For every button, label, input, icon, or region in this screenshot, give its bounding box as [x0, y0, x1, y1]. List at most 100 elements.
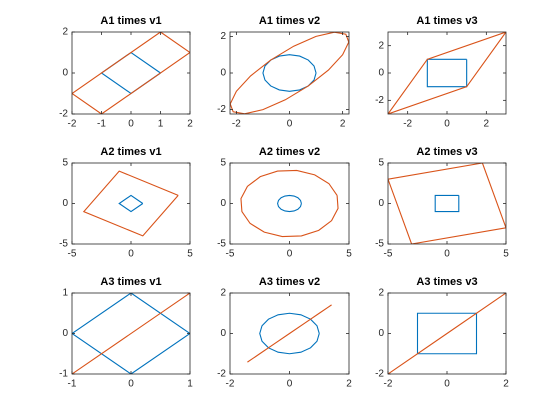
x-tick-label: 1 [158, 119, 164, 130]
x-tick-label: 0 [444, 379, 450, 390]
y-tick-label: 5 [220, 158, 226, 169]
plot-area [72, 163, 190, 244]
data-line [262, 54, 317, 92]
plot-area [230, 163, 349, 244]
data-line [388, 163, 506, 244]
x-tick-label: -5 [226, 249, 235, 260]
y-tick-label: 0 [220, 198, 226, 209]
plot-lines [82, 170, 179, 237]
x-tick-label: 0 [128, 119, 134, 130]
y-tick-label: 2 [62, 27, 68, 38]
plot-area [388, 163, 506, 244]
subplot-title: A2 times v1 [100, 146, 161, 158]
axes-box [387, 31, 507, 115]
subplot-title: A3 times v3 [416, 276, 477, 288]
y-tick-label: -5 [375, 239, 384, 250]
data-line [230, 32, 349, 114]
plot-area [388, 32, 506, 114]
x-tick-label: 0 [444, 119, 450, 130]
plot-lines [388, 163, 506, 244]
data-line [434, 194, 460, 213]
x-tick-label: -5 [68, 249, 77, 260]
x-tick-label: 5 [503, 249, 509, 260]
y-tick-label: -1 [59, 369, 68, 380]
x-tick-label: -1 [97, 119, 106, 130]
subplot-title: A1 times v2 [259, 15, 320, 27]
x-tick-label: 2 [503, 379, 509, 390]
y-tick-label: 2 [220, 288, 226, 299]
y-tick-label: 0 [378, 198, 384, 209]
data-line [388, 293, 506, 374]
subplot: A3 times v1 -1 0 1 -1 0 1 [59, 276, 193, 390]
y-tick-label: -2 [217, 104, 226, 115]
x-tick-label: 5 [187, 249, 193, 260]
axes-box [229, 292, 350, 375]
plot-lines [388, 32, 506, 114]
data-line [247, 304, 332, 363]
subplot: A1 times v2 -2 0 2 -2 0 2 [217, 15, 350, 130]
data-line [388, 32, 506, 114]
plot-lines [230, 32, 349, 114]
x-tick-label: 0 [444, 249, 450, 260]
subplot: A3 times v2 -2 0 2 -2 0 2 [217, 276, 352, 390]
data-line [426, 58, 468, 88]
x-tick-label: -5 [384, 249, 393, 260]
x-tick-label: 0 [287, 119, 293, 130]
y-tick-label: 2 [220, 31, 226, 42]
axes-box [71, 162, 191, 245]
data-line [82, 170, 179, 237]
x-tick-label: 5 [346, 249, 352, 260]
data-line [259, 312, 320, 355]
axes-box [71, 292, 191, 375]
subplot: A2 times v1 -5 0 5 -5 0 5 [59, 146, 193, 260]
subplot: A2 times v3 -5 0 5 -5 0 5 [375, 146, 509, 260]
y-tick-label: 0 [62, 198, 68, 209]
plot-area [72, 32, 190, 114]
y-tick-label: 0 [378, 68, 384, 79]
x-tick-label: -1 [68, 379, 77, 390]
subplot: A2 times v2 -5 0 5 -5 0 5 [217, 146, 352, 260]
axes-box [229, 31, 350, 115]
subplot-title: A1 times v1 [100, 15, 161, 27]
plot-area [230, 32, 349, 114]
x-tick-label: -2 [384, 379, 393, 390]
subplot: A3 times v3 -2 0 2 -2 0 2 [375, 276, 509, 390]
data-line [118, 194, 144, 213]
x-tick-label: 1 [187, 379, 193, 390]
subplot-title: A1 times v3 [416, 15, 477, 27]
x-tick-label: 0 [287, 379, 293, 390]
x-tick-label: -2 [232, 119, 241, 130]
x-tick-label: 2 [346, 379, 352, 390]
plot-lines [388, 293, 506, 374]
y-tick-label: 0 [62, 68, 68, 79]
y-tick-label: 0 [378, 328, 384, 339]
plot-lines [247, 304, 332, 363]
x-tick-label: 0 [128, 249, 134, 260]
data-line [277, 194, 302, 213]
x-tick-label: -2 [68, 119, 77, 130]
axes-box [71, 31, 191, 115]
y-tick-label: -2 [375, 95, 384, 106]
subplot-title: A2 times v3 [416, 146, 477, 158]
subplot-title: A3 times v1 [100, 276, 161, 288]
subplot: A1 times v1 -2 -1 0 1 2 -2 0 2 [59, 15, 193, 130]
y-tick-label: -5 [217, 239, 226, 250]
y-tick-label: -2 [59, 109, 68, 120]
axes-box [229, 162, 350, 245]
plot-lines [72, 293, 190, 374]
y-tick-label: 0 [220, 68, 226, 79]
x-tick-label: 2 [484, 119, 490, 130]
plot-lines [240, 169, 339, 238]
y-tick-label: 5 [378, 158, 384, 169]
subplot-title: A2 times v2 [259, 146, 320, 158]
y-tick-label: 5 [62, 158, 68, 169]
y-tick-label: 1 [62, 288, 68, 299]
y-tick-label: 0 [62, 328, 68, 339]
data-line [240, 169, 339, 238]
subplot-title: A3 times v2 [259, 276, 320, 288]
x-tick-label: 2 [340, 119, 346, 130]
x-tick-label: 2 [187, 119, 193, 130]
y-tick-label: 2 [378, 40, 384, 51]
y-tick-label: -2 [217, 369, 226, 380]
